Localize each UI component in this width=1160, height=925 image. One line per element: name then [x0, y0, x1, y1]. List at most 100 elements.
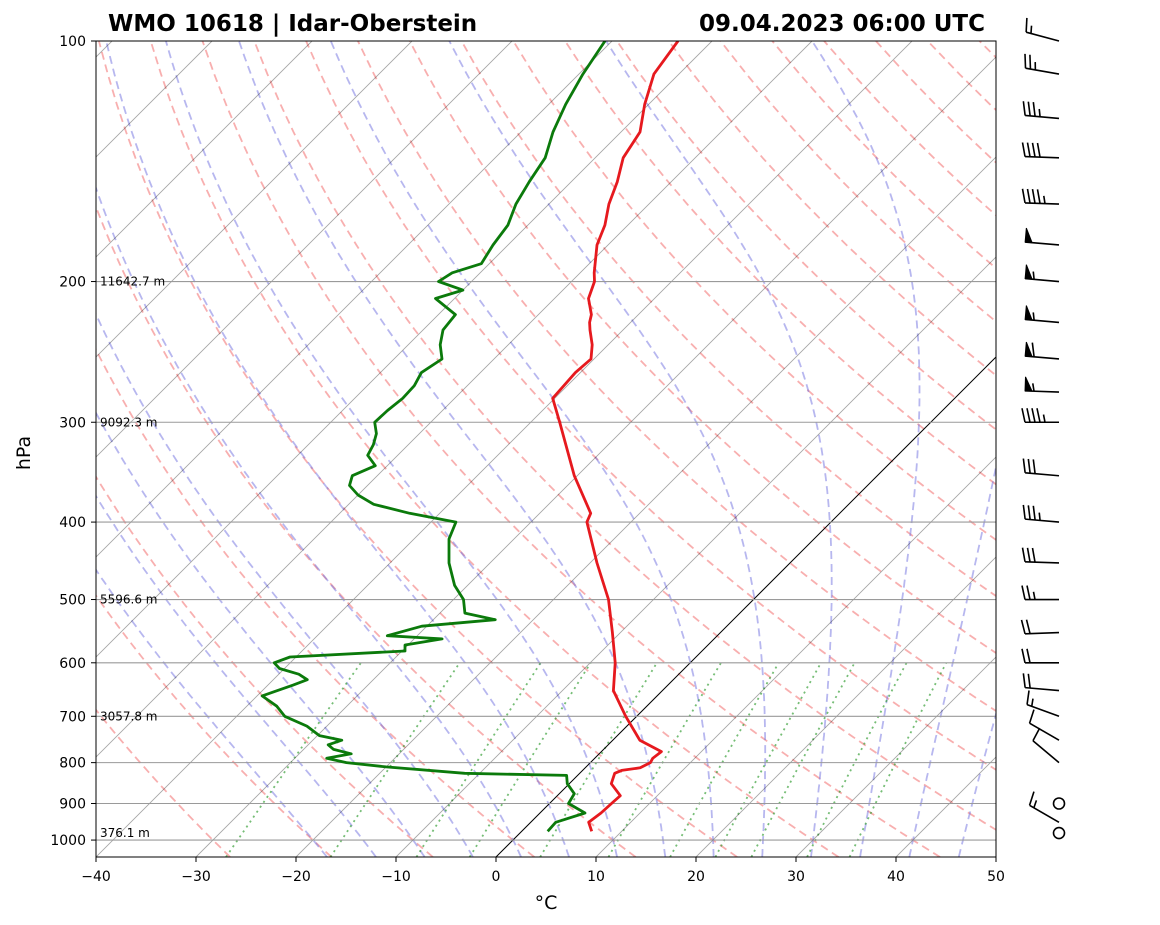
reference-lines — [96, 41, 996, 857]
dewpoint-line — [260, 41, 607, 833]
wind-barb — [1024, 305, 1060, 324]
isotherm — [595, 456, 996, 857]
isotherm — [795, 656, 996, 857]
y-tick-label: 900 — [59, 797, 86, 813]
mixing-ratio-line — [415, 662, 542, 857]
moist-adiabat — [957, 710, 996, 857]
profile-lines — [260, 41, 680, 833]
wind-barb — [1026, 690, 1060, 718]
moist-adiabat — [448, 41, 767, 857]
dry-adiabat — [667, 41, 996, 377]
dry-adiabat — [96, 594, 333, 857]
y-tick-label: 300 — [59, 415, 86, 431]
y-axis-ticks: 1000 900 800 700 600 500 400 300 200 100 — [50, 34, 96, 849]
moist-adiabat — [329, 41, 715, 857]
isotherm — [96, 41, 413, 358]
moist-adiabat — [96, 312, 474, 857]
y-tick-label: 200 — [59, 275, 86, 291]
isotherm — [96, 41, 313, 258]
y-tick-label: 600 — [59, 656, 86, 672]
isotherm — [395, 256, 996, 857]
x-tick-label: 40 — [887, 869, 905, 885]
mixing-ratio-line — [468, 662, 592, 857]
height-annotations: 376.1 m 3057.8 m 5596.6 m 9092.3 m 11642.7 m — [100, 275, 165, 841]
y-axis-label: hPa — [13, 436, 35, 470]
wind-barb — [1021, 547, 1060, 564]
isotherm — [96, 41, 513, 458]
y-tick-label: 500 — [59, 593, 86, 609]
zero-isotherm — [495, 356, 996, 857]
wind-barb — [1024, 341, 1060, 360]
moist-adiabat — [811, 41, 921, 857]
wind-barb — [1022, 458, 1060, 477]
isotherm — [96, 41, 713, 658]
dry-adiabat — [616, 41, 996, 431]
wind-barb — [1020, 619, 1060, 635]
mixing-ratio-line — [669, 662, 780, 857]
wind-barb — [1021, 648, 1059, 664]
wind-barb — [1024, 264, 1060, 283]
wind-barb — [1024, 227, 1060, 246]
moist-adiabat — [605, 41, 833, 857]
wind-barb — [1028, 791, 1060, 823]
x-axis-ticks: −40 −30 −20 −10 0 10 20 30 40 50 — [81, 857, 1005, 885]
dry-adiabat — [96, 347, 535, 857]
temperature-line — [551, 41, 680, 832]
x-tick-label: −40 — [81, 869, 111, 885]
wind-barb — [1021, 142, 1060, 159]
height-label: 5596.6 m — [100, 593, 158, 607]
wind-barb — [1021, 188, 1060, 205]
y-tick-label: 800 — [59, 756, 86, 772]
x-tick-label: −20 — [281, 869, 311, 885]
wind-barb — [1022, 101, 1060, 120]
wind-barbs — [1020, 17, 1066, 840]
height-label: 11642.7 m — [100, 275, 165, 289]
moist-adiabat — [165, 41, 618, 857]
wind-barb — [1025, 17, 1060, 42]
wind-barb — [1022, 673, 1060, 692]
wind-barb — [1052, 797, 1066, 810]
dry-adiabat — [98, 41, 738, 857]
mixing-ratio-line — [714, 662, 822, 857]
x-tick-label: −10 — [381, 869, 411, 885]
x-tick-label: 20 — [687, 869, 705, 885]
wind-barb — [1021, 408, 1059, 424]
y-tick-label: 100 — [59, 34, 86, 50]
x-axis-label: °C — [535, 892, 558, 914]
wind-barb — [1032, 727, 1060, 764]
dry-adiabat — [201, 41, 941, 857]
y-tick-label: 400 — [59, 515, 86, 531]
isotherm — [96, 41, 913, 857]
wind-barb — [1028, 709, 1060, 741]
dry-adiabat — [408, 41, 996, 655]
wind-barb — [1022, 504, 1060, 523]
mixing-ratio-line — [329, 662, 461, 857]
y-tick-label: 1000 — [50, 833, 86, 849]
dry-adiabat — [96, 204, 637, 857]
x-tick-label: 30 — [787, 869, 805, 885]
x-tick-label: 50 — [987, 869, 1005, 885]
mixing-ratio-line — [607, 662, 722, 857]
dry-adiabat — [96, 708, 231, 857]
isotherm — [295, 156, 996, 857]
moist-adiabat — [96, 411, 426, 857]
height-label: 9092.3 m — [100, 415, 158, 429]
mixing-ratio-line — [539, 662, 658, 857]
x-tick-label: 0 — [492, 869, 501, 885]
x-tick-label: 10 — [587, 869, 605, 885]
dry-adiabat — [564, 41, 996, 486]
moist-adiabat — [238, 41, 667, 857]
wind-barb — [1021, 585, 1059, 601]
dry-adiabat — [357, 41, 996, 713]
isotherm — [195, 56, 996, 857]
x-tick-label: −30 — [181, 869, 211, 885]
title-station: WMO 10618 | Idar-Oberstein — [108, 11, 477, 37]
height-label: 376.1 m — [100, 826, 150, 840]
isotherm — [96, 41, 813, 758]
title-datetime: 09.04.2023 06:00 UTC — [699, 11, 985, 37]
dry-adiabat — [253, 41, 996, 831]
wind-barb — [1024, 53, 1060, 75]
mixing-ratio-line — [225, 662, 362, 857]
